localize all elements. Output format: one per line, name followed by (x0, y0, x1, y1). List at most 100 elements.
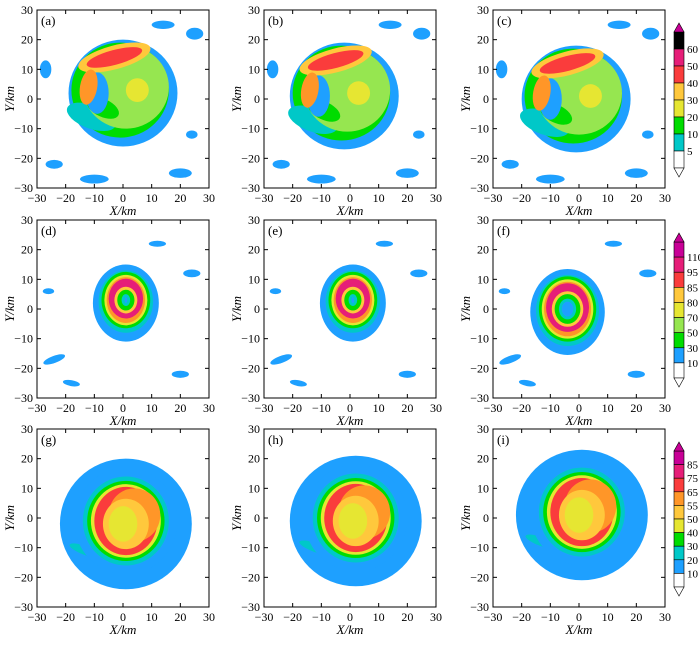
y-tick-label: −10 (241, 332, 260, 346)
x-tick-label: 10 (602, 401, 614, 415)
outer-streak (499, 354, 522, 365)
y-tick-label: 20 (248, 452, 260, 466)
left-arc (532, 75, 551, 111)
colorbar-top-arrow (673, 22, 685, 33)
speckle (642, 130, 654, 139)
colorbar-swatch (673, 302, 685, 318)
colorbar-swatch (673, 518, 685, 533)
x-tick-label: −30 (255, 401, 274, 415)
speckle (495, 60, 508, 79)
panel-label: (f) (497, 223, 510, 238)
arc-red (307, 50, 364, 71)
speckle (642, 27, 660, 40)
x-tick-label: 30 (203, 191, 215, 205)
y-tick-label: 0 (254, 302, 260, 316)
outer-streak (43, 354, 66, 365)
colorbar-top-arrow (673, 232, 685, 243)
x-tick-label: −10 (541, 401, 560, 415)
x-tick-label: −20 (512, 401, 531, 415)
contour-field (37, 10, 209, 188)
x-tick-label: −30 (484, 191, 503, 205)
y-axis-label: Y/km (458, 86, 473, 112)
y-tick-label: 0 (254, 92, 260, 106)
x-tick-label: 0 (347, 191, 353, 205)
x-tick-label: 20 (174, 610, 186, 624)
speckle (186, 27, 204, 40)
y-axis-label: Y/km (2, 296, 17, 322)
speckle (151, 20, 175, 29)
panel-label: (i) (497, 432, 509, 447)
colorbar-tick-label: 10 (687, 568, 699, 580)
y-tick-label: −30 (241, 391, 260, 405)
colorbar-tick-label: 85 (687, 460, 699, 472)
outer-streak (270, 354, 293, 365)
colorbar-swatch (673, 271, 685, 288)
x-tick-label: −20 (512, 610, 531, 624)
x-tick-label: 20 (401, 401, 413, 415)
x-tick-label: 20 (174, 401, 186, 415)
x-tick-label: −30 (28, 610, 47, 624)
x-tick-label: 10 (373, 610, 385, 624)
x-tick-label: 10 (146, 610, 158, 624)
y-tick-label: −10 (470, 122, 489, 136)
x-tick-label: −20 (56, 191, 75, 205)
yellow-core (338, 503, 368, 539)
outer-streak (639, 269, 657, 278)
y-axis-label: Y/km (229, 86, 244, 112)
contour-field (264, 10, 436, 188)
colorbar-swatch (673, 65, 685, 84)
x-tick-label: −30 (255, 191, 274, 205)
x-tick-label: 30 (430, 610, 442, 624)
y-tick-label: 30 (248, 422, 260, 436)
speckle (378, 20, 402, 29)
outer-streak (375, 240, 393, 247)
contour-field (37, 220, 209, 398)
colorbar-swatch (673, 133, 685, 152)
colorbar-swatch (673, 362, 685, 379)
yellow-core (108, 506, 138, 542)
colorbar-swatch (673, 116, 685, 135)
y-tick-label: 10 (21, 62, 33, 76)
y-tick-label: −20 (470, 151, 489, 165)
panel-label: (c) (497, 13, 511, 28)
x-tick-label: 30 (203, 401, 215, 415)
y-tick-label: 30 (477, 3, 489, 17)
speckle (307, 174, 336, 184)
x-tick-label: 0 (576, 401, 582, 415)
x-tick-label: 20 (401, 191, 413, 205)
colorbar-swatch (673, 505, 685, 520)
x-axis-label: X/km (565, 413, 593, 428)
y-tick-label: −30 (241, 600, 260, 614)
outer-streak (148, 240, 166, 247)
y-axis-label: Y/km (2, 86, 17, 112)
speckle (80, 174, 109, 184)
outer-streak (269, 288, 282, 295)
colorbar-swatch (673, 491, 685, 506)
colorbar-swatch (673, 48, 685, 67)
y-tick-label: −30 (14, 391, 33, 405)
eye (351, 297, 355, 304)
y-tick-label: −30 (470, 391, 489, 405)
y-tick-label: 10 (477, 481, 489, 495)
colorbar-swatch (673, 99, 685, 118)
x-tick-label: 20 (401, 610, 413, 624)
colorbar-swatch (673, 532, 685, 547)
speckle (624, 168, 648, 178)
outer-streak (289, 379, 307, 387)
panel-label: (d) (41, 223, 56, 238)
x-axis-label: X/km (565, 622, 593, 637)
colorbar-tick-label: 10 (687, 129, 699, 141)
contour-field (264, 220, 436, 398)
outer-streak (410, 269, 428, 278)
colorbar-tick-label: 5 (687, 146, 693, 158)
y-tick-label: 20 (21, 452, 33, 466)
y-tick-label: 20 (21, 243, 33, 257)
y-tick-label: 0 (483, 92, 489, 106)
y-tick-label: −30 (14, 600, 33, 614)
x-tick-label: 0 (347, 610, 353, 624)
contour-field (493, 10, 665, 188)
colorbar-tick-label: 50 (687, 61, 699, 73)
speckle (501, 159, 519, 169)
colorbar-swatch (673, 256, 685, 273)
colorbar-tick-label: 75 (687, 473, 699, 485)
